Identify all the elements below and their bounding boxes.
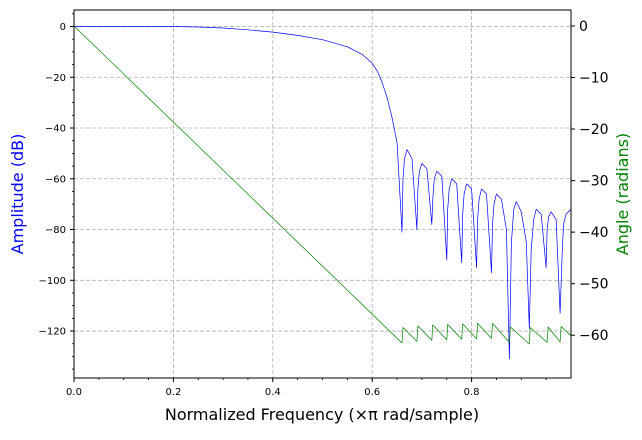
left-y-tick-label: −20 [45,73,66,84]
left-y-tick-label: −60 [45,174,66,185]
left-y-tick-label: −80 [45,225,66,236]
right-y-tick-label: −60 [579,328,609,344]
left-y-tick-label: −100 [39,276,66,287]
right-y-tick-label: 0 [579,19,588,35]
right-y-axis-label: Angle (radians) [613,133,632,255]
x-axis-label: Normalized Frequency (×π rad/sample) [165,405,479,424]
left-y-axis-label: Amplitude (dB) [8,134,27,255]
x-tick-label: 0.8 [464,387,480,398]
x-tick-label: 0.2 [165,387,181,398]
axes: 0.0 0.2 0.4 0.6 0.8 0 −20 −40 −60 −80 −100 −120 0 −10… [39,13,609,398]
right-y-tick-label: −20 [579,122,609,138]
amplitude-series-line [74,26,572,360]
x-tick-label: 0.4 [265,387,281,398]
left-y-tick-label: 0 [60,22,66,33]
right-y-tick-label: −40 [579,225,609,241]
angle-series-line [73,25,572,345]
x-tick-label: 0.6 [364,387,380,398]
plot-background [74,10,571,378]
grid [73,10,571,378]
right-y-tick-label: −30 [579,174,609,190]
x-tick-label: 0.0 [66,387,82,398]
series-layer [73,25,572,360]
right-y-tick-label: −50 [579,277,609,293]
left-y-tick-label: −120 [39,327,66,338]
right-y-tick-label: −10 [579,71,609,87]
left-y-tick-label: −40 [45,124,66,135]
